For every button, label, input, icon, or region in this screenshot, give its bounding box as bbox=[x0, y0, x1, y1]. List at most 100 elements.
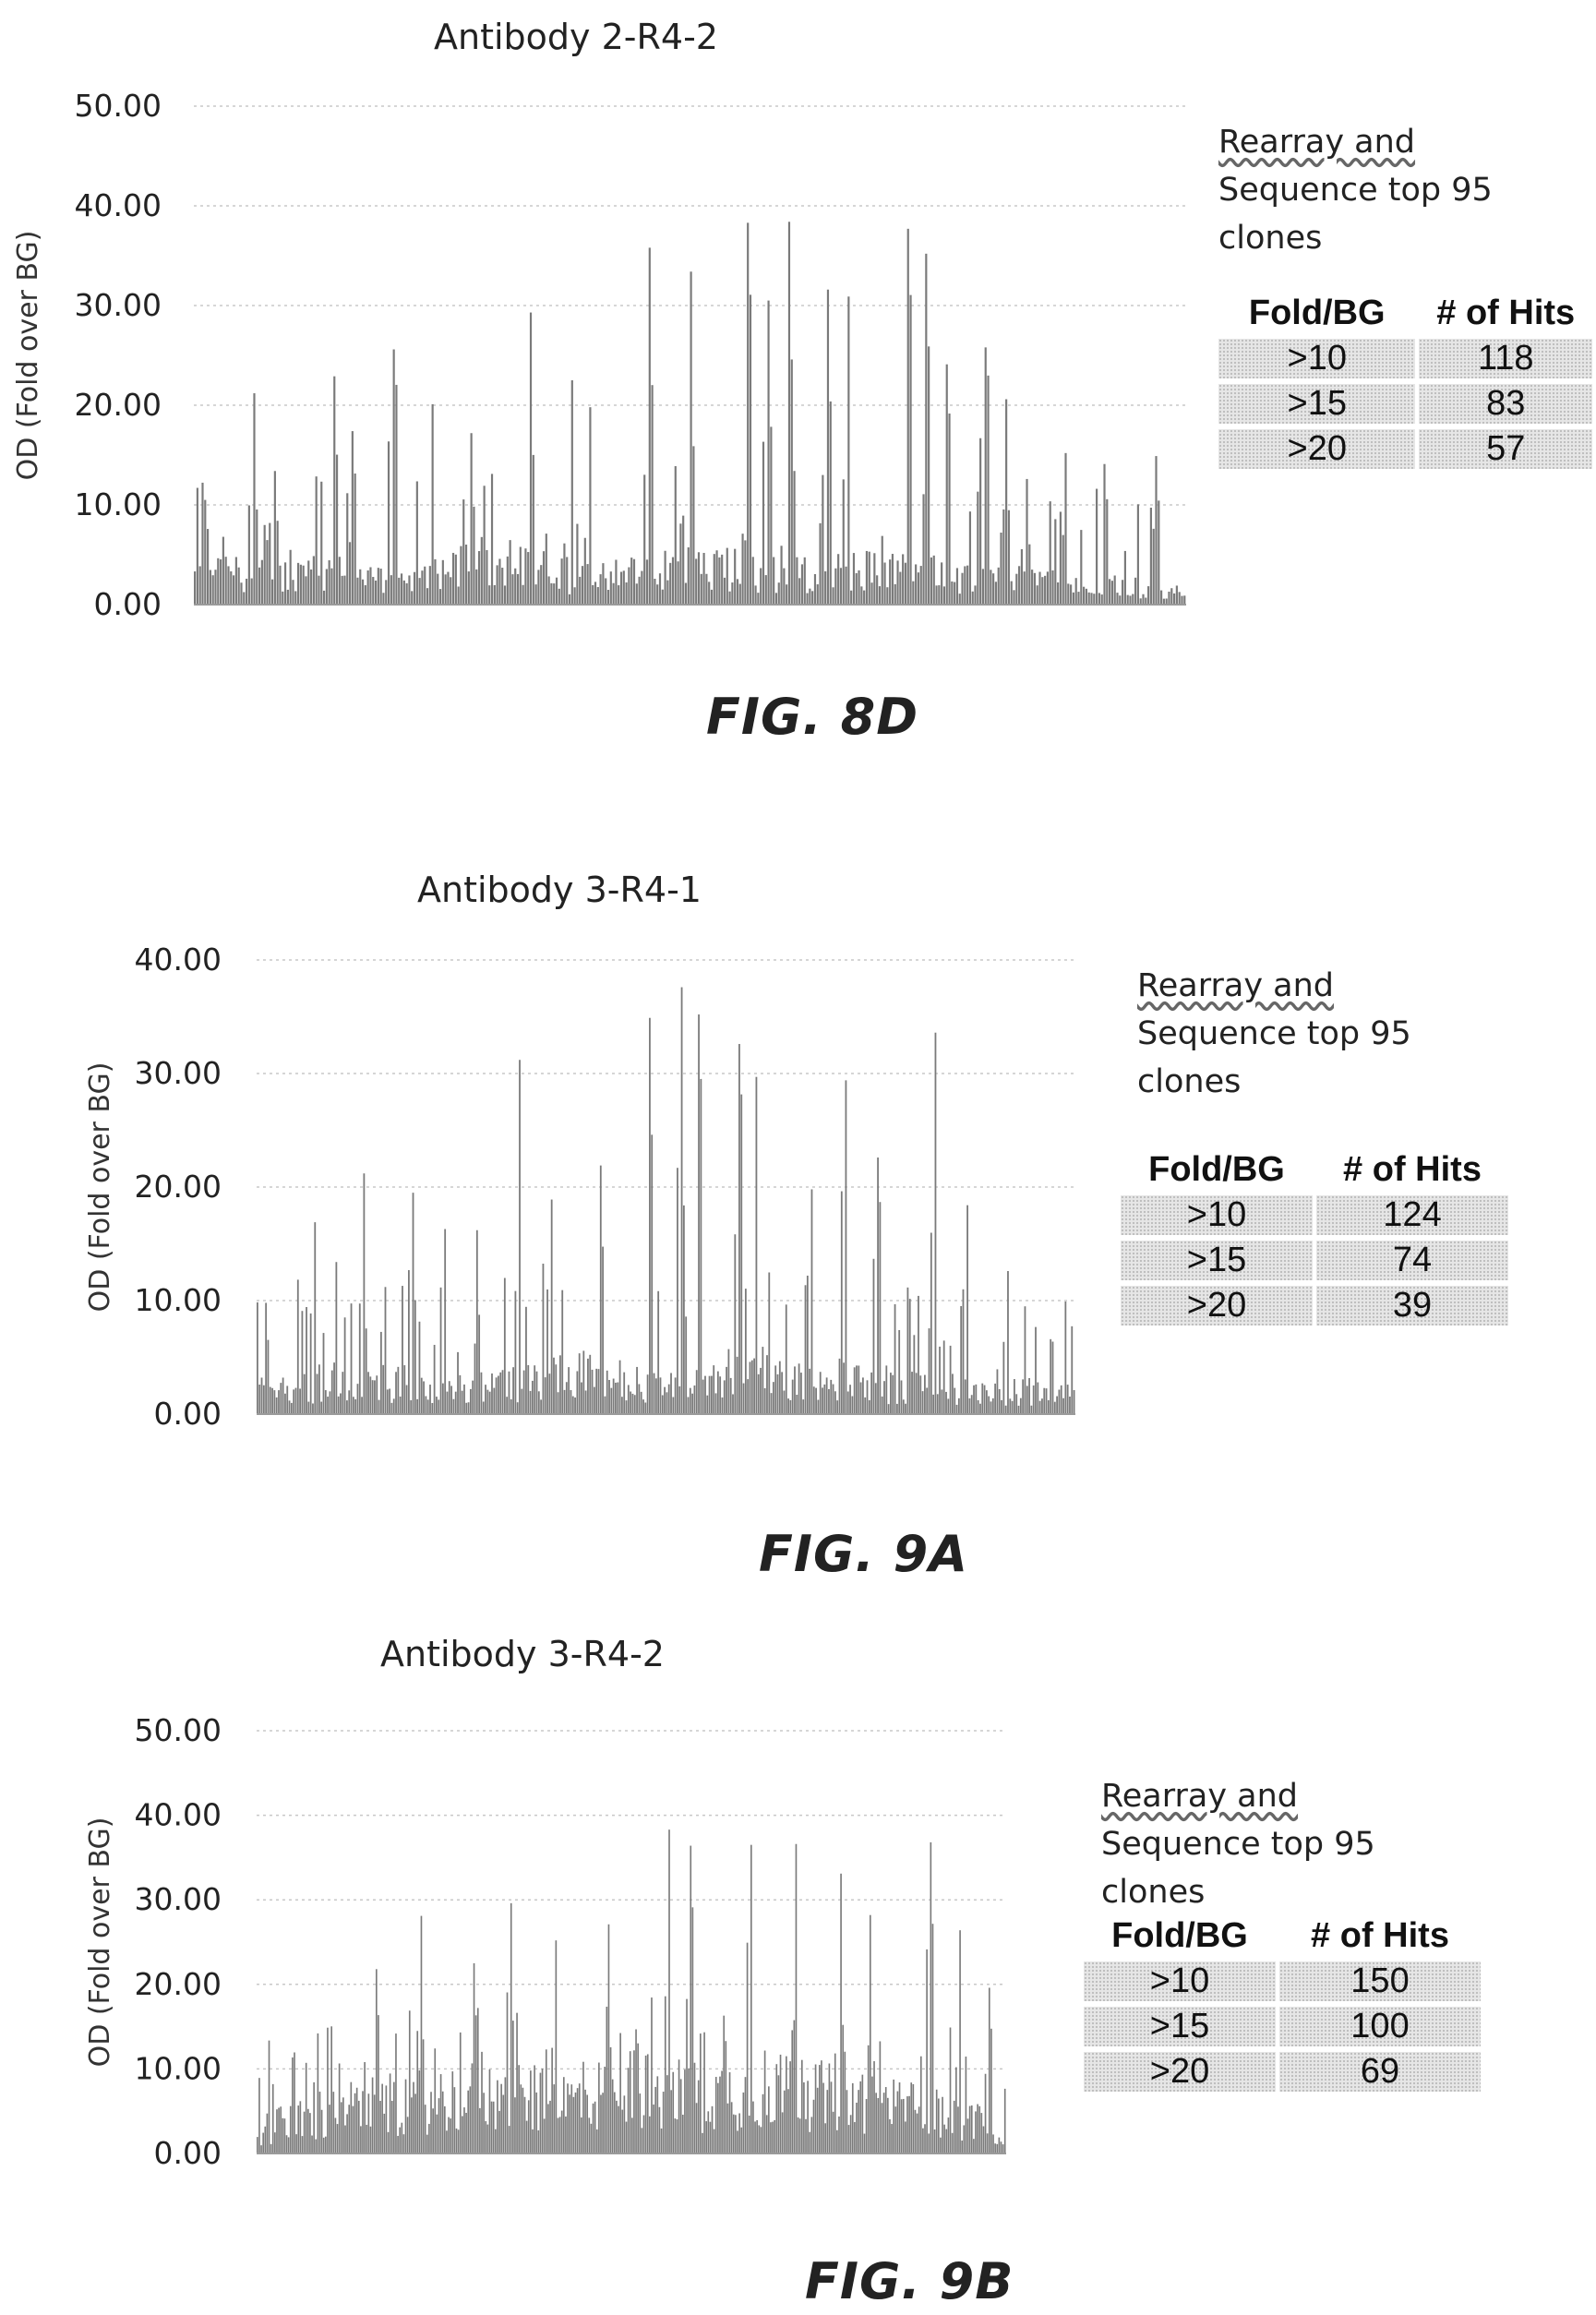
bar bbox=[1170, 588, 1173, 605]
bar bbox=[843, 1362, 846, 1414]
col-fold-bg: Fold/BG bbox=[1248, 294, 1386, 332]
bar bbox=[1033, 572, 1037, 605]
bar bbox=[413, 2081, 414, 2153]
bar bbox=[294, 2052, 295, 2153]
bar bbox=[777, 582, 780, 605]
bar bbox=[570, 1390, 572, 1414]
bar bbox=[667, 1384, 670, 1414]
bar bbox=[519, 546, 522, 605]
bar bbox=[836, 2129, 838, 2153]
bar bbox=[729, 1377, 732, 1414]
bar bbox=[522, 1370, 525, 1414]
bar bbox=[751, 557, 754, 605]
bar bbox=[975, 2111, 977, 2153]
bar bbox=[434, 2048, 437, 2153]
bar bbox=[772, 2121, 774, 2153]
bar bbox=[616, 2100, 618, 2153]
bar bbox=[945, 2129, 948, 2153]
bar bbox=[506, 1397, 509, 1414]
bar bbox=[735, 2115, 737, 2153]
bar bbox=[333, 376, 336, 605]
bar bbox=[723, 1380, 726, 1414]
bar bbox=[762, 2093, 764, 2153]
bar bbox=[527, 552, 530, 605]
bar bbox=[695, 2103, 698, 2153]
bar bbox=[562, 2077, 565, 2153]
bar bbox=[894, 1303, 896, 1414]
bar bbox=[534, 584, 537, 605]
bar bbox=[557, 1392, 559, 1414]
bar bbox=[762, 441, 765, 605]
bar bbox=[366, 570, 369, 605]
bar bbox=[651, 1997, 653, 2153]
bar bbox=[234, 557, 237, 605]
bar bbox=[516, 1402, 519, 1414]
bar bbox=[290, 1402, 293, 1414]
bar bbox=[485, 2121, 487, 2153]
bar bbox=[767, 300, 770, 605]
bar bbox=[256, 509, 258, 605]
bar bbox=[1083, 586, 1086, 605]
bar bbox=[586, 564, 589, 605]
bar bbox=[574, 2092, 577, 2153]
bar bbox=[916, 2113, 918, 2153]
bar bbox=[664, 550, 666, 605]
bar bbox=[892, 1374, 894, 1414]
bar bbox=[247, 505, 250, 605]
bar bbox=[541, 2069, 544, 2153]
bar bbox=[627, 1385, 630, 1414]
bar bbox=[845, 1080, 847, 1414]
bar bbox=[209, 570, 211, 605]
bar bbox=[881, 2103, 883, 2153]
bar bbox=[320, 2109, 323, 2153]
bar bbox=[446, 1391, 449, 1414]
bar bbox=[424, 566, 426, 605]
bar bbox=[330, 568, 333, 605]
bar bbox=[908, 1299, 911, 1414]
bar bbox=[1126, 594, 1129, 605]
bar bbox=[1158, 500, 1160, 605]
bar bbox=[800, 2059, 803, 2153]
bar bbox=[870, 1372, 873, 1414]
bar-chart: 50.00 40.00 30.00 20.00 10.00 0.00 OD (Fold ov… bbox=[12, 88, 1186, 622]
bar bbox=[338, 557, 341, 605]
bar bbox=[583, 537, 586, 605]
bar bbox=[569, 2094, 570, 2153]
bar bbox=[364, 585, 366, 605]
bar bbox=[671, 557, 675, 605]
table-row: >20 39 bbox=[1121, 1286, 1508, 1325]
bar bbox=[245, 578, 248, 605]
bar bbox=[800, 1373, 802, 1414]
bar bbox=[875, 2093, 877, 2153]
bar bbox=[710, 589, 714, 605]
table-row: >20 69 bbox=[1084, 2052, 1481, 2092]
bar bbox=[770, 1393, 773, 1414]
bar bbox=[962, 1289, 965, 1414]
bar bbox=[318, 1364, 320, 1414]
bar bbox=[1160, 590, 1163, 605]
bar bbox=[411, 2097, 413, 2153]
bar bbox=[512, 1367, 514, 1414]
bar bbox=[975, 1384, 978, 1414]
bar bbox=[1014, 1379, 1015, 1414]
bar bbox=[721, 2070, 723, 2153]
bar bbox=[862, 1377, 864, 1414]
bar bbox=[1069, 1396, 1071, 1414]
bar bbox=[399, 1396, 402, 1414]
bar bbox=[900, 2099, 903, 2153]
bar bbox=[613, 2092, 616, 2153]
bar bbox=[691, 1907, 694, 2153]
bar bbox=[578, 2083, 581, 2153]
bar bbox=[816, 2087, 819, 2153]
bar bbox=[1028, 544, 1031, 605]
y-tick-label: 40.00 bbox=[135, 1797, 222, 1833]
bar bbox=[819, 1372, 822, 1414]
note-line-2: Sequence top 95 bbox=[1137, 1015, 1411, 1052]
bar bbox=[780, 546, 783, 605]
bar bbox=[534, 1365, 536, 1414]
bar bbox=[926, 1949, 928, 2153]
bar bbox=[485, 1385, 486, 1414]
bar bbox=[398, 577, 401, 605]
bar bbox=[448, 2117, 450, 2153]
bar bbox=[902, 2098, 905, 2153]
